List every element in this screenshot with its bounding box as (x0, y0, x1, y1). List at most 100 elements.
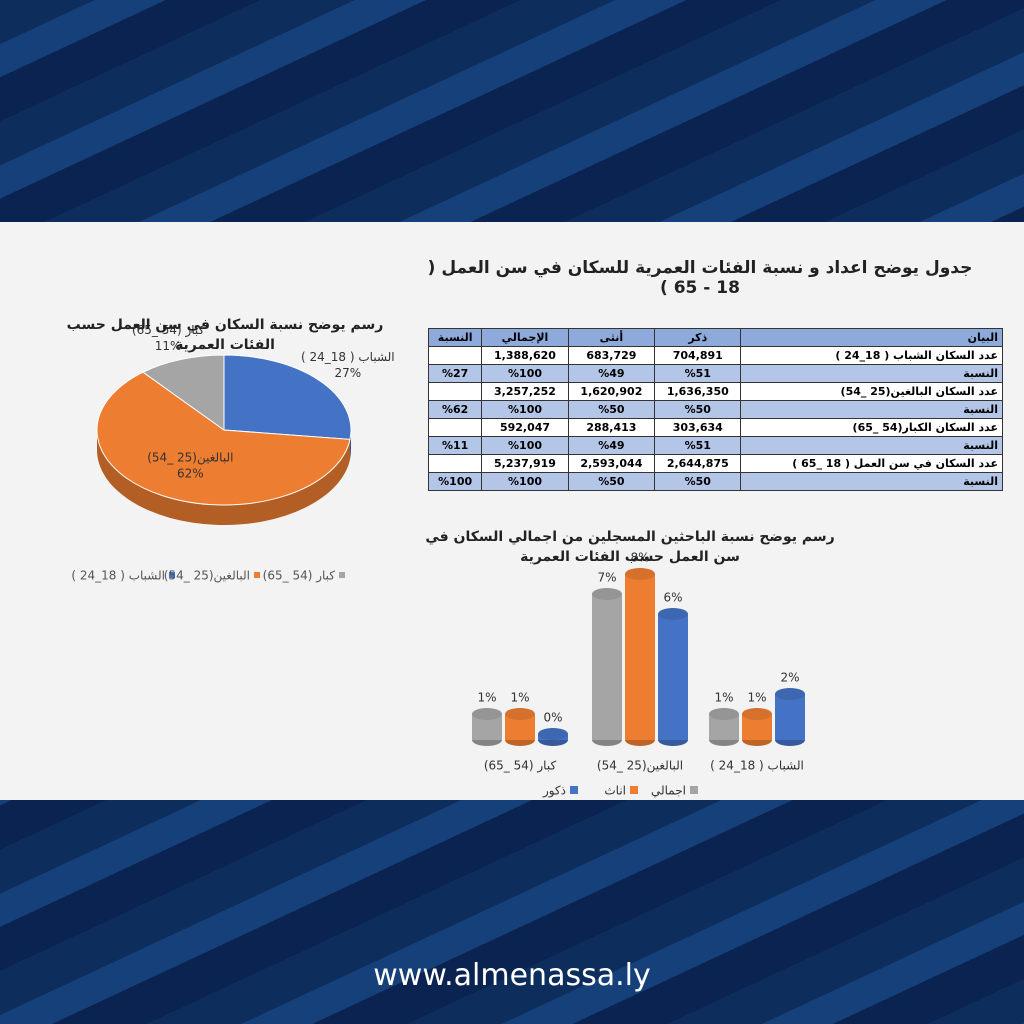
bar-cap (472, 708, 502, 720)
table-row: النسبة %51 %49 %100 %27 (427, 364, 1003, 383)
table-cell: النسبة (740, 364, 1003, 383)
x-tick-label: كبار (54 _65) (484, 759, 557, 774)
table-cell: %49 (567, 364, 656, 383)
table-row: عدد السكان الكبار(54 _65) 303,634 288,413 5… (427, 418, 1003, 437)
legend-label: اجمالي (651, 784, 686, 798)
table-cell: %51 (654, 364, 742, 383)
table-cell: أنثى (567, 328, 656, 347)
pie-label-category: الشباب ( 18_24 ) (301, 350, 395, 364)
table-cell: %50 (567, 400, 656, 419)
table-cell: %100 (481, 472, 569, 491)
bar-value-label: 1% (510, 691, 529, 705)
table-cell (427, 454, 483, 473)
pie-title: رسم يوضح نسبة السكان في سن العمل حسب الف… (66, 317, 384, 353)
legend-label: اناث (604, 784, 626, 798)
website: www.almenassa.ly (373, 958, 651, 993)
bar-cap (625, 568, 655, 580)
table-row: البيان ذكر أنثى الإجمالي النسبة (427, 328, 1003, 347)
table-cell: النسبة (740, 400, 1003, 419)
table-cell: النسبة (427, 328, 483, 347)
pie-label-category: البالغين(25 _54) (147, 451, 233, 466)
bar-value-label: 0% (543, 711, 562, 725)
pie-label-value: 27% (335, 366, 362, 380)
table-cell: %100 (481, 400, 569, 419)
bar-cap (742, 708, 772, 720)
table-cell: %49 (567, 436, 656, 455)
table-cell: النسبة (740, 436, 1003, 455)
table-cell: 683,729 (567, 346, 656, 365)
table-row: عدد السكان في سن العمل ( 18 _65 ) 2,644,8… (427, 454, 1003, 473)
pie-label-value: 62% (177, 467, 204, 481)
table-cell: عدد السكان الشباب ( 18_24 ) (740, 346, 1003, 365)
pie-slice (223, 354, 352, 440)
bar-cap (592, 588, 622, 600)
bar-cap (505, 708, 535, 720)
bar (658, 614, 688, 740)
x-tick-label: الشباب ( 18_24 ) (710, 759, 804, 773)
bar-cap (658, 608, 688, 620)
pie-label-value: 11% (155, 339, 182, 353)
table-cell: %100 (427, 472, 483, 491)
bar-value-label: 7% (597, 571, 616, 585)
bar (592, 594, 622, 740)
table-cell: 5,237,919 (481, 454, 569, 473)
table-cell: عدد السكان البالغين(25 _54) (740, 382, 1003, 401)
legend-swatch (630, 786, 638, 794)
table-row: النسبة %50 %50 %100 %100 (427, 472, 1003, 491)
table-cell: 3,257,252 (481, 382, 569, 401)
bar-value-label: 1% (747, 691, 766, 705)
table-row: عدد السكان الشباب ( 18_24 ) 704,891 683,72… (427, 346, 1003, 365)
data-table: البيان ذكر أنثى الإجمالي النسبة عدد السكان ال… (427, 328, 1003, 491)
table-cell: 1,636,350 (654, 382, 742, 401)
table-cell: %11 (427, 436, 483, 455)
table-title: جدول يوضح اعداد و نسبة الفئات العمرية لل… (427, 258, 973, 298)
legend-label: الشباب ( 18_24 ) (71, 569, 165, 583)
table-cell: 704,891 (654, 346, 742, 365)
bar (625, 574, 655, 740)
table-cell: %50 (654, 400, 742, 419)
bar-value-label: 1% (477, 691, 496, 705)
table-cell (427, 418, 483, 437)
table-cell: 592,047 (481, 418, 569, 437)
x-tick-label: البالغين(25 _54) (597, 759, 683, 774)
pie-slice-side (97, 430, 350, 526)
table-cell: 303,634 (654, 418, 742, 437)
bar (775, 694, 805, 740)
table-cell: %50 (567, 472, 656, 491)
legend-swatch (169, 572, 175, 578)
table-cell: %62 (427, 400, 483, 419)
table-cell: 1,620,902 (567, 382, 656, 401)
table-cell: %100 (481, 436, 569, 455)
table-cell: 1,388,620 (481, 346, 569, 365)
table-cell: %50 (654, 472, 742, 491)
table-cell: %100 (481, 364, 569, 383)
legend-swatch (570, 786, 578, 794)
table-cell: %51 (654, 436, 742, 455)
table-cell: عدد السكان الكبار(54 _65) (740, 418, 1003, 437)
table-row: عدد السكان البالغين(25 _54) 1,636,350 1,62… (427, 382, 1003, 401)
table-row: النسبة %50 %50 %100 %62 (427, 400, 1003, 419)
legend-swatch (690, 786, 698, 794)
legend-swatch (254, 572, 260, 578)
table-cell: البيان (740, 328, 1003, 347)
legend-label: البالغين(25 _54) (164, 569, 250, 584)
table-cell (427, 346, 483, 365)
bar-value-label: 6% (663, 591, 682, 605)
table-cell: عدد السكان في سن العمل ( 18 _65 ) (740, 454, 1003, 473)
legend-label: ذكور (542, 784, 566, 799)
pie-label-category: كبار (54 _65) (132, 323, 205, 338)
table-cell: النسبة (740, 472, 1003, 491)
legend-label: كبار (54 _65) (263, 569, 336, 584)
table-cell: 2,593,044 (567, 454, 656, 473)
table-cell: %27 (427, 364, 483, 383)
bar-value-label: 1% (714, 691, 733, 705)
pie-slice (96, 371, 351, 506)
pie-slice (142, 354, 225, 431)
table-cell: ذكر (654, 328, 742, 347)
bar-title: رسم يوضح نسبة الباحثين المسجلين من اجمال… (425, 529, 835, 565)
table-cell: الإجمالي (481, 328, 569, 347)
bar-cap (709, 708, 739, 720)
table-cell: 288,413 (567, 418, 656, 437)
